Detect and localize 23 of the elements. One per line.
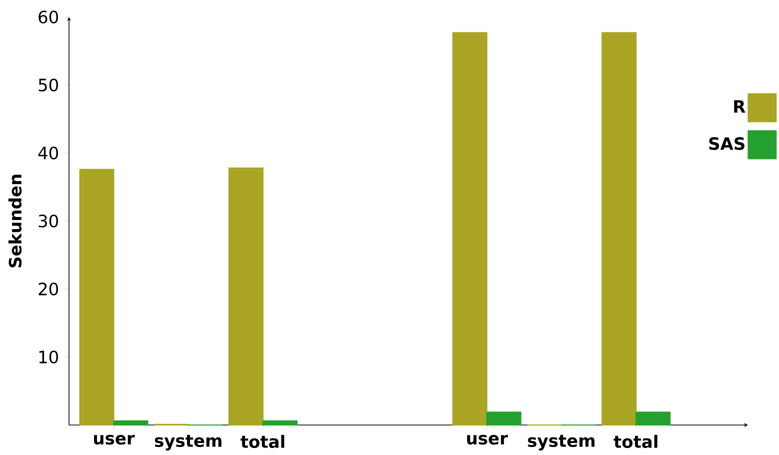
bar — [113, 420, 148, 426]
bar — [602, 32, 637, 426]
bar — [262, 420, 298, 426]
y-axis-title: Sekunden — [8, 174, 22, 268]
y-tick-label: 50 — [38, 78, 58, 92]
x-tick-label: total — [614, 434, 658, 448]
x-tick-label: total — [240, 434, 284, 448]
y-tick-label: 40 — [38, 146, 58, 160]
y-tick-label: 60 — [38, 10, 58, 24]
y-tick-label: 10 — [39, 350, 58, 364]
bar — [452, 32, 488, 426]
legend-label: R — [734, 100, 746, 113]
x-tick-label: user — [94, 434, 135, 445]
bar — [79, 168, 114, 426]
bar — [228, 167, 264, 426]
x-tick-label: user — [467, 434, 508, 445]
x-tick-label: system — [154, 434, 222, 450]
y-tick-label: 20 — [38, 282, 58, 296]
x-tick-label: system — [528, 434, 594, 450]
bar — [486, 412, 522, 426]
legend-label: SAS — [709, 137, 744, 150]
bar — [636, 412, 671, 426]
y-tick-label: 30 — [38, 214, 58, 228]
